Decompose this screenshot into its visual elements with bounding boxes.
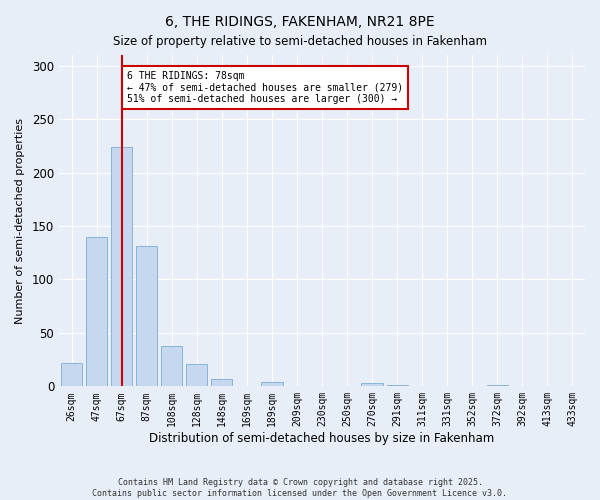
Bar <box>86 236 107 386</box>
Bar <box>361 383 383 386</box>
Text: Contains HM Land Registry data © Crown copyright and database right 2025.
Contai: Contains HM Land Registry data © Crown c… <box>92 478 508 498</box>
Bar <box>111 147 133 386</box>
Text: 6 THE RIDINGS: 78sqm
← 47% of semi-detached houses are smaller (279)
51% of semi: 6 THE RIDINGS: 78sqm ← 47% of semi-detac… <box>127 71 403 104</box>
Bar <box>161 346 182 387</box>
Bar <box>61 363 82 386</box>
X-axis label: Distribution of semi-detached houses by size in Fakenham: Distribution of semi-detached houses by … <box>149 432 494 445</box>
Bar <box>136 246 157 386</box>
Bar <box>261 382 283 386</box>
Text: 6, THE RIDINGS, FAKENHAM, NR21 8PE: 6, THE RIDINGS, FAKENHAM, NR21 8PE <box>165 15 435 29</box>
Y-axis label: Number of semi-detached properties: Number of semi-detached properties <box>15 118 25 324</box>
Bar <box>211 379 232 386</box>
Bar <box>186 364 208 386</box>
Text: Size of property relative to semi-detached houses in Fakenham: Size of property relative to semi-detach… <box>113 35 487 48</box>
